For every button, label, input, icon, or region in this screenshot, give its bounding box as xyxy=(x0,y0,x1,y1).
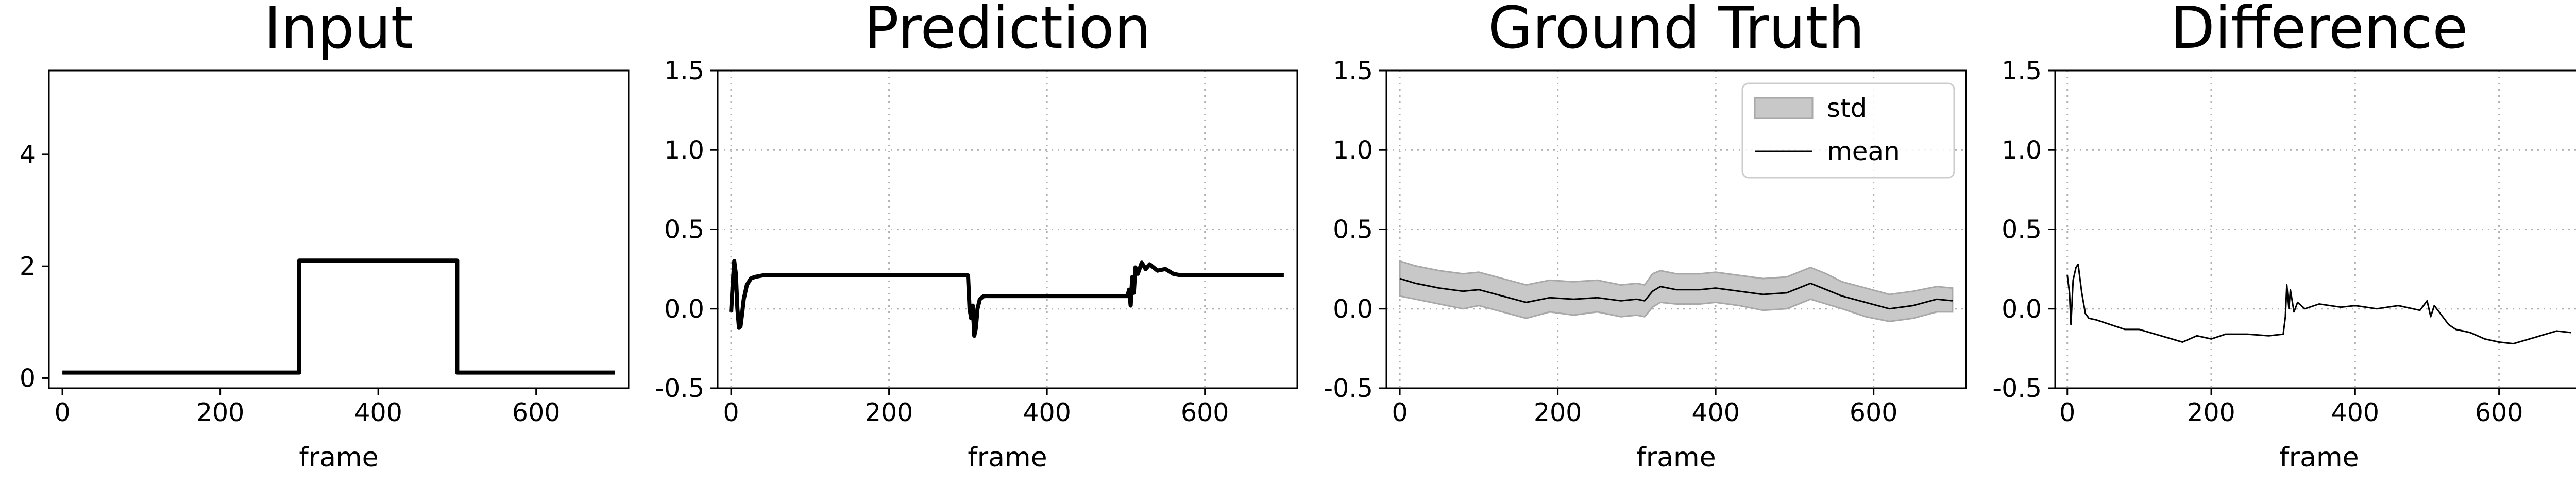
legend-swatch-std xyxy=(1754,97,1814,119)
chart-title: Prediction xyxy=(864,0,1150,62)
plot-area xyxy=(1399,260,1954,322)
x-tick-label: 400 xyxy=(1691,398,1740,427)
data-line xyxy=(729,259,1284,338)
y-tick-label: 0.0 xyxy=(2002,294,2042,324)
plot-area xyxy=(2066,263,2571,345)
panel-2: 0 200 400 600 -0.5 0.0 0.5 1.0 1.5 Prediction fram… xyxy=(655,0,1298,473)
y-tick-label: 0.5 xyxy=(1333,215,1373,245)
x-tick-label: 0 xyxy=(2059,398,2075,427)
y-tick-label: 1.5 xyxy=(1333,56,1373,85)
panel-1: 0 200 400 600 0 2 4 Input frame xyxy=(20,0,630,473)
legend-label-mean: mean xyxy=(1827,136,1900,166)
plot-area xyxy=(729,259,1284,338)
plot-area xyxy=(62,258,615,375)
y-tick-label: 1.0 xyxy=(1333,135,1373,165)
y-tick-label: 0 xyxy=(20,363,36,393)
x-tick-label: 600 xyxy=(2475,398,2523,427)
x-tick-label: 200 xyxy=(1534,398,1582,427)
x-tick-label: 0 xyxy=(54,398,70,427)
x-tick-label: 600 xyxy=(1850,398,1898,427)
x-axis-label: frame xyxy=(2279,442,2359,473)
legend-label-std: std xyxy=(1827,93,1867,123)
y-tick-label: 1.5 xyxy=(664,56,704,85)
x-axis-label: frame xyxy=(968,442,1047,473)
y-tick-label: 0.5 xyxy=(2002,215,2042,245)
y-tick-label: 0.5 xyxy=(664,215,704,245)
panel-3: 0 200 400 600 -0.5 0.0 0.5 1.0 1.5 Ground Truth fr… xyxy=(1324,0,1967,473)
y-tick-label: -0.5 xyxy=(1324,374,1373,403)
y-tick-label: -0.5 xyxy=(655,374,704,403)
x-tick-label: 0 xyxy=(1392,398,1408,427)
y-tick-label: -0.5 xyxy=(1992,374,2042,403)
chart-title: Ground Truth xyxy=(1488,0,1865,62)
y-tick-label: 2 xyxy=(20,252,36,281)
chart-title: Input xyxy=(264,0,413,62)
x-axis-label: frame xyxy=(1636,442,1716,473)
x-tick-label: 600 xyxy=(1181,398,1229,427)
x-tick-label: 400 xyxy=(1023,398,1071,427)
x-tick-label: 200 xyxy=(865,398,913,427)
y-tick-label: 0.0 xyxy=(664,294,704,324)
panel-4: 0 200 400 600 -0.5 0.0 0.5 1.0 1.5 Difference fram… xyxy=(1992,0,2576,473)
data-line xyxy=(2066,263,2571,345)
data-line xyxy=(62,258,615,375)
axes-frame xyxy=(48,69,630,389)
std-band xyxy=(1399,260,1954,322)
y-tick-label: 1.0 xyxy=(664,135,704,165)
legend: std mean xyxy=(1741,82,1955,179)
y-tick-label: 4 xyxy=(20,140,36,169)
x-tick-label: 0 xyxy=(723,398,739,427)
y-tick-label: 1.5 xyxy=(2002,56,2042,85)
x-tick-label: 200 xyxy=(196,398,245,427)
x-tick-label: 400 xyxy=(2331,398,2380,427)
x-tick-label: 600 xyxy=(512,398,561,427)
y-tick-label: 0.0 xyxy=(1333,294,1373,324)
x-tick-label: 200 xyxy=(2187,398,2235,427)
x-axis-label: frame xyxy=(299,442,378,473)
y-tick-label: 1.0 xyxy=(2002,135,2042,165)
x-tick-label: 400 xyxy=(354,398,402,427)
chart-title: Difference xyxy=(2171,0,2468,62)
mean-line xyxy=(1399,277,1953,310)
